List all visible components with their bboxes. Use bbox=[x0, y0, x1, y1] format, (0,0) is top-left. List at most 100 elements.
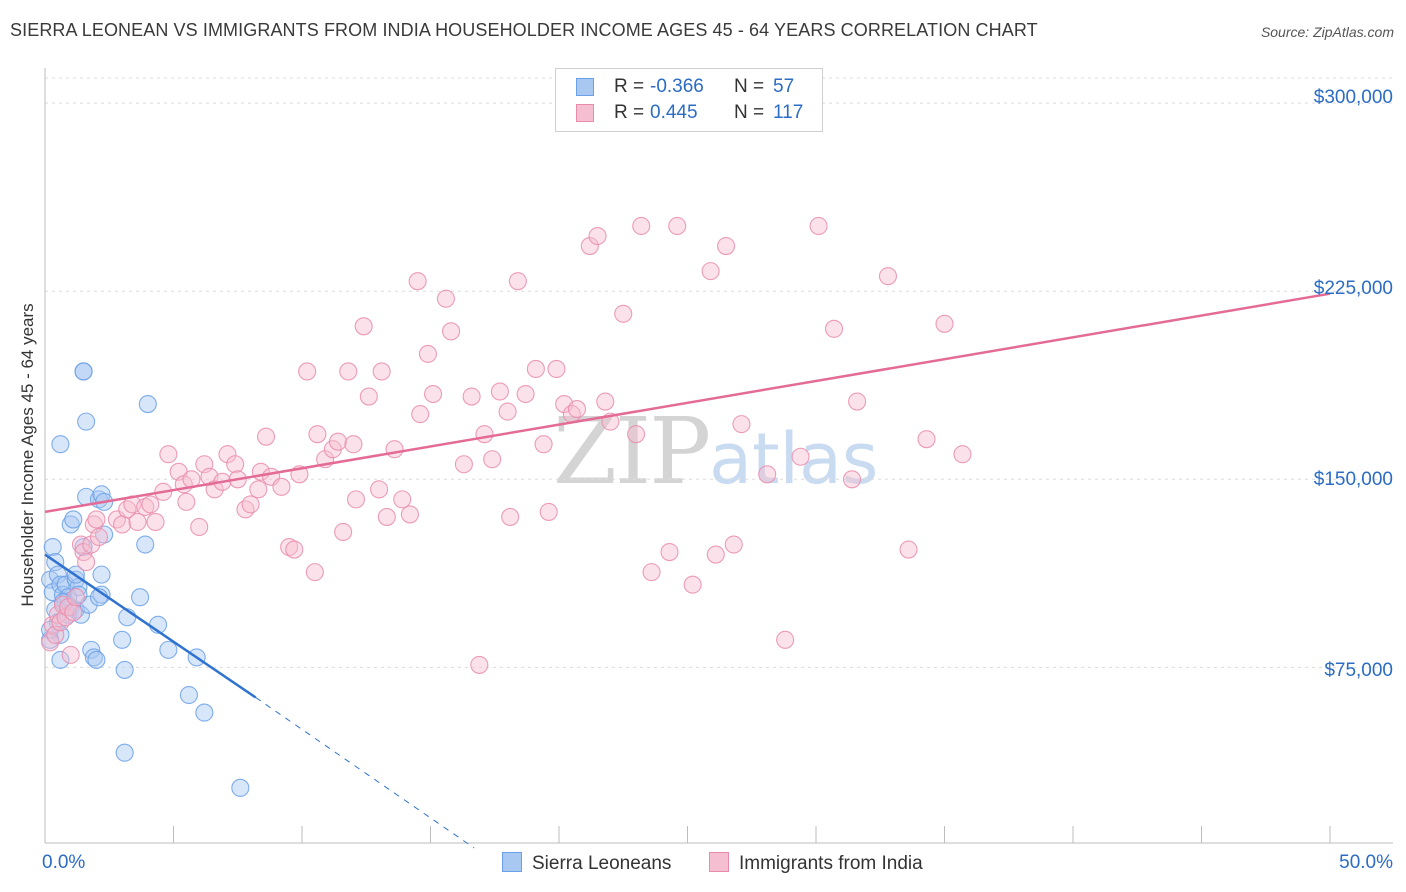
point-immigrant-from-india bbox=[935, 314, 954, 333]
point-immigrant-from-india bbox=[878, 267, 898, 286]
x-tick-label-max: 50.0% bbox=[1339, 852, 1393, 873]
point-sierra-leonean bbox=[43, 537, 62, 557]
point-immigrant-from-india bbox=[539, 502, 558, 521]
point-immigrant-from-india bbox=[59, 598, 78, 617]
point-immigrant-from-india bbox=[701, 262, 720, 281]
point-immigrant-from-india bbox=[118, 500, 137, 519]
point-sierra-leonean bbox=[179, 685, 198, 705]
point-immigrant-from-india bbox=[498, 402, 517, 421]
point-sierra-leonean bbox=[41, 620, 60, 639]
point-immigrant-from-india bbox=[61, 645, 80, 664]
point-immigrant-from-india bbox=[462, 387, 481, 406]
point-sierra-leonean bbox=[136, 535, 155, 554]
point-immigrant-from-india bbox=[534, 435, 553, 454]
point-immigrant-from-india bbox=[580, 236, 599, 256]
point-immigrant-from-india bbox=[567, 400, 587, 419]
legend-swatch-pink bbox=[576, 104, 594, 122]
series-sierra-leoneans bbox=[41, 362, 250, 797]
bottom-legend-swatch-blue bbox=[502, 852, 522, 872]
point-sierra-leonean bbox=[195, 703, 214, 722]
point-immigrant-from-india bbox=[490, 382, 509, 401]
bottom-legend-swatch-pink bbox=[709, 852, 729, 872]
point-sierra-leonean bbox=[64, 510, 83, 529]
point-sierra-leonean bbox=[115, 660, 134, 679]
x-tick-label-min: 0.0% bbox=[42, 852, 86, 873]
point-immigrant-from-india bbox=[475, 425, 494, 444]
point-immigrant-from-india bbox=[370, 480, 389, 499]
y-tick-label: $300,000 bbox=[1313, 87, 1393, 108]
point-immigrant-from-india bbox=[372, 362, 391, 381]
point-sierra-leonean bbox=[51, 625, 70, 644]
legend-r-label: R = bbox=[614, 76, 645, 97]
point-immigrant-from-india bbox=[683, 575, 702, 594]
point-immigrant-from-india bbox=[516, 384, 535, 404]
point-immigrant-from-india bbox=[668, 216, 687, 236]
legend-r-value: 0.445 bbox=[650, 102, 698, 123]
point-immigrant-from-india bbox=[66, 588, 85, 607]
point-immigrant-from-india bbox=[501, 507, 520, 526]
point-immigrant-from-india bbox=[346, 490, 366, 509]
point-immigrant-from-india bbox=[298, 362, 317, 381]
point-sierra-leonean bbox=[92, 565, 111, 584]
point-immigrant-from-india bbox=[377, 507, 396, 526]
point-immigrant-from-india bbox=[899, 540, 918, 559]
point-immigrant-from-india bbox=[824, 319, 844, 338]
point-immigrant-from-india bbox=[51, 613, 70, 632]
point-immigrant-from-india bbox=[82, 535, 101, 554]
bottom-legend-label: Sierra Leoneans bbox=[532, 853, 672, 874]
correlation-legend: R = -0.366 N = 57 R = 0.445 N = 117 bbox=[555, 68, 823, 132]
point-immigrant-from-india bbox=[400, 505, 419, 524]
point-immigrant-from-india bbox=[305, 563, 324, 582]
y-tick-label: $225,000 bbox=[1313, 278, 1393, 299]
point-immigrant-from-india bbox=[89, 527, 109, 547]
point-immigrant-from-india bbox=[87, 510, 106, 529]
point-immigrant-from-india bbox=[642, 563, 661, 582]
point-immigrant-from-india bbox=[64, 603, 83, 622]
point-immigrant-from-india bbox=[842, 470, 862, 489]
point-immigrant-from-india bbox=[716, 236, 736, 256]
point-immigrant-from-india bbox=[344, 435, 363, 454]
point-sierra-leonean bbox=[51, 650, 70, 669]
point-immigrant-from-india bbox=[732, 415, 751, 434]
watermark-zip: ZIP bbox=[553, 398, 711, 505]
point-sierra-leonean bbox=[131, 588, 150, 607]
legend-n-value: 57 bbox=[773, 76, 795, 97]
point-immigrant-from-india bbox=[141, 495, 160, 514]
point-sierra-leonean bbox=[61, 515, 80, 534]
bottom-legend-sierra-leoneans: Sierra Leoneans bbox=[502, 852, 671, 875]
point-immigrant-from-india bbox=[627, 425, 646, 444]
point-immigrant-from-india bbox=[408, 272, 427, 291]
point-immigrant-from-india bbox=[339, 362, 358, 381]
point-immigrant-from-india bbox=[354, 317, 373, 336]
point-immigrant-from-india bbox=[136, 497, 155, 516]
legend-n-label: N = bbox=[734, 102, 765, 123]
point-immigrant-from-india bbox=[177, 492, 196, 511]
series-immigrants-from-india bbox=[41, 216, 972, 674]
point-immigrant-from-india bbox=[77, 553, 96, 572]
point-immigrant-from-india bbox=[190, 517, 209, 537]
point-immigrant-from-india bbox=[411, 405, 430, 424]
point-immigrant-from-india bbox=[508, 272, 527, 291]
point-immigrant-from-india bbox=[328, 432, 348, 451]
trend-line-immigrants-from-india bbox=[44, 292, 1331, 514]
point-sierra-leonean bbox=[66, 570, 85, 589]
trend-lines bbox=[44, 292, 1331, 849]
bottom-legend-immigrants-from-india: Immigrants from India bbox=[709, 852, 923, 875]
point-immigrant-from-india bbox=[256, 427, 276, 446]
point-immigrant-from-india bbox=[470, 655, 489, 674]
trend-line-extension-sierra-leoneans bbox=[255, 697, 475, 849]
point-immigrant-from-india bbox=[483, 450, 502, 469]
point-sierra-leonean bbox=[84, 648, 103, 667]
y-tick-label: $150,000 bbox=[1313, 469, 1393, 490]
point-immigrant-from-india bbox=[418, 344, 437, 363]
point-immigrant-from-india bbox=[393, 490, 412, 509]
point-immigrant-from-india bbox=[272, 477, 291, 496]
point-immigrant-from-india bbox=[280, 537, 299, 557]
point-sierra-leonean bbox=[77, 412, 96, 431]
y-tick-label: $75,000 bbox=[1324, 660, 1393, 681]
chart-title: SIERRA LEONEAN VS IMMIGRANTS FROM INDIA … bbox=[10, 20, 1038, 40]
bottom-legend-label: Immigrants from India bbox=[739, 853, 923, 874]
gridlines bbox=[45, 77, 1393, 668]
point-immigrant-from-india bbox=[146, 512, 165, 532]
point-immigrant-from-india bbox=[436, 289, 455, 308]
